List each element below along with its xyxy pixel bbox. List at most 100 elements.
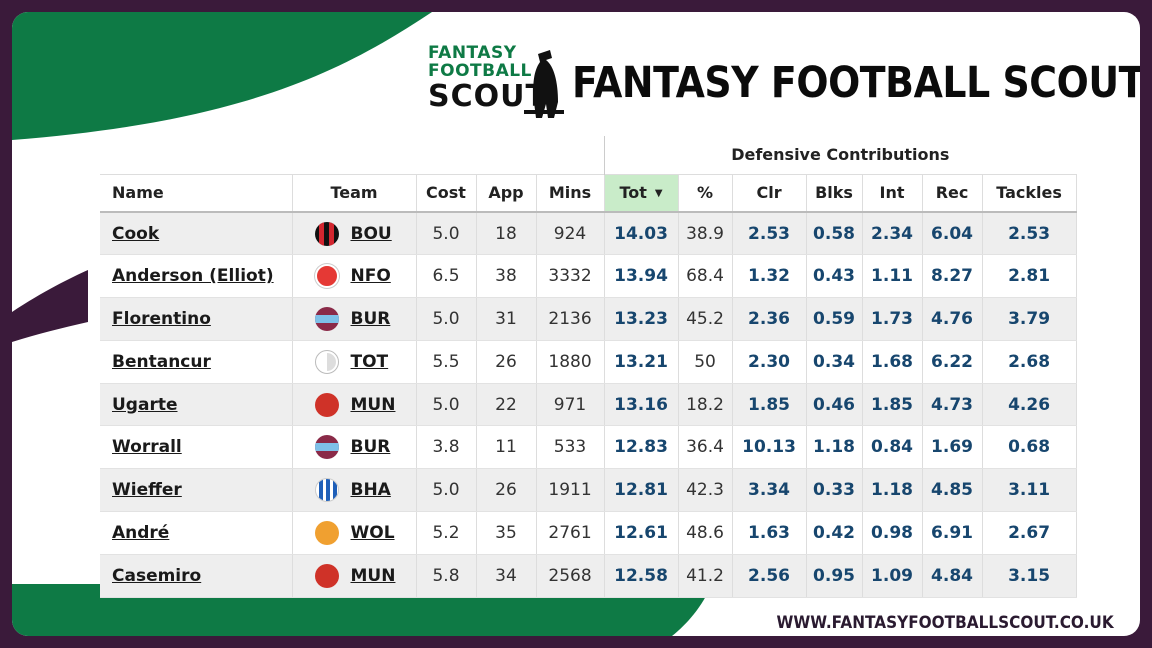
team-cell: NFO: [292, 254, 417, 299]
player-name-link[interactable]: Ugarte: [100, 383, 293, 427]
table-row: Cook BOU 5.0 18 924 14.03 38.9 2.53 0.58 2.34 6.04…: [100, 212, 1077, 256]
blks-cell: 0.43: [806, 254, 863, 299]
player-name-link[interactable]: Worrall: [100, 425, 293, 470]
app-cell: 31: [476, 297, 537, 341]
column-header-clr[interactable]: Clr: [732, 173, 807, 213]
team-cell: MUN: [292, 554, 417, 598]
blks-cell: 0.46: [806, 383, 863, 427]
table-row: Worrall BUR 3.8 11 533 12.83 36.4 10.13 1.18 0.84…: [100, 425, 1077, 470]
column-header-team[interactable]: Team: [292, 173, 417, 213]
team-code-link[interactable]: BUR: [350, 437, 391, 458]
column-header-blks[interactable]: Blks: [806, 173, 863, 213]
wol-badge-icon: [314, 520, 339, 545]
team-code-link[interactable]: MUN: [350, 565, 396, 586]
team-cell: BHA: [292, 468, 417, 513]
clr-cell: 1.63: [732, 511, 807, 555]
tackles-cell: 2.68: [982, 340, 1077, 384]
mins-cell: 2761: [536, 511, 605, 555]
bou-badge-icon: [314, 221, 339, 246]
pct-cell: 50: [678, 340, 733, 384]
rec-cell: 4.73: [922, 383, 983, 427]
player-name-link[interactable]: Casemiro: [100, 554, 293, 598]
tot-cell: 13.21: [604, 340, 679, 384]
player-name-link[interactable]: Bentancur: [100, 340, 293, 384]
team-code-link[interactable]: BUR: [350, 308, 391, 329]
graphic-card: FANTASY FOOTBALL SCOUT FANTASY FOOTBALL …: [12, 12, 1140, 636]
tackles-cell: 3.15: [982, 554, 1077, 598]
table-row: Florentino BUR 5.0 31 2136 13.23 45.2 2.36 0.59 1…: [100, 297, 1077, 341]
app-cell: 34: [476, 554, 537, 598]
table-row: Wieffer BHA 5.0 26 1911 12.81 42.3 3.34 0.33 1.18…: [100, 468, 1077, 513]
rec-cell: 6.91: [922, 511, 983, 555]
player-name-link[interactable]: Cook: [100, 212, 293, 256]
nfo-badge-icon: [314, 264, 339, 289]
column-header-tot-label: Tot: [619, 183, 647, 203]
pct-cell: 45.2: [678, 297, 733, 341]
player-name-link[interactable]: Florentino: [100, 297, 293, 341]
column-header-int[interactable]: Int: [862, 173, 923, 213]
tot-cell: 13.16: [604, 383, 679, 427]
column-header-mins[interactable]: Mins: [536, 173, 605, 213]
pct-cell: 41.2: [678, 554, 733, 598]
player-name-link[interactable]: Anderson (Elliot): [100, 254, 293, 299]
pct-cell: 38.9: [678, 212, 733, 256]
bha-badge-icon: [314, 478, 339, 503]
team-code-link[interactable]: BHA: [350, 480, 391, 501]
cost-cell: 5.0: [416, 383, 477, 427]
blks-cell: 1.18: [806, 425, 863, 470]
clr-cell: 2.36: [732, 297, 807, 341]
column-header-pct[interactable]: %: [678, 173, 733, 213]
column-header-rec[interactable]: Rec: [922, 173, 983, 213]
int-cell: 2.34: [862, 212, 923, 256]
cost-cell: 6.5: [416, 254, 477, 299]
tot-badge-icon: [314, 349, 339, 374]
rec-cell: 4.84: [922, 554, 983, 598]
tot-cell: 12.83: [604, 425, 679, 470]
logo-line-3: SCOUT: [428, 79, 547, 114]
team-cell: WOL: [292, 511, 417, 555]
clr-cell: 3.34: [732, 468, 807, 513]
mins-cell: 924: [536, 212, 605, 256]
column-header-app[interactable]: App: [476, 173, 537, 213]
tackles-cell: 3.11: [982, 468, 1077, 513]
int-cell: 1.73: [862, 297, 923, 341]
clr-cell: 2.53: [732, 212, 807, 256]
bur-badge-icon: [314, 306, 339, 331]
defensive-contributions-table: Defensive Contributions Name Team Cost A…: [100, 136, 1077, 598]
rec-cell: 4.76: [922, 297, 983, 341]
player-name-link[interactable]: André: [100, 511, 293, 555]
app-cell: 38: [476, 254, 537, 299]
cost-cell: 5.0: [416, 297, 477, 341]
app-cell: 18: [476, 212, 537, 256]
blks-cell: 0.34: [806, 340, 863, 384]
blks-cell: 0.95: [806, 554, 863, 598]
cost-cell: 5.5: [416, 340, 477, 384]
column-header-tackles[interactable]: Tackles: [982, 173, 1077, 213]
player-name-link[interactable]: Wieffer: [100, 468, 293, 513]
column-header-cost[interactable]: Cost: [416, 173, 477, 213]
tackles-cell: 2.53: [982, 212, 1077, 256]
pct-cell: 18.2: [678, 383, 733, 427]
brand-title: FANTASY FOOTBALL SCOUT: [572, 58, 1140, 108]
column-header-tot[interactable]: Tot ▼: [604, 173, 679, 213]
int-cell: 1.68: [862, 340, 923, 384]
app-cell: 26: [476, 340, 537, 384]
cost-cell: 5.0: [416, 468, 477, 513]
cost-cell: 5.2: [416, 511, 477, 555]
team-code-link[interactable]: WOL: [350, 522, 395, 543]
team-code-link[interactable]: TOT: [350, 351, 389, 372]
int-cell: 1.18: [862, 468, 923, 513]
team-cell: TOT: [292, 340, 417, 384]
team-code-link[interactable]: BOU: [350, 223, 392, 244]
team-code-link[interactable]: MUN: [350, 394, 396, 415]
column-header-name[interactable]: Name: [100, 173, 293, 213]
tackles-cell: 2.67: [982, 511, 1077, 555]
mins-cell: 2568: [536, 554, 605, 598]
app-cell: 26: [476, 468, 537, 513]
team-code-link[interactable]: NFO: [350, 266, 391, 287]
table-row: André WOL 5.2 35 2761 12.61 48.6 1.63 0.42 0.98 6.…: [100, 511, 1077, 555]
table-row: Casemiro MUN 5.8 34 2568 12.58 41.2 2.56 0.95 1.0…: [100, 554, 1077, 598]
rec-cell: 4.85: [922, 468, 983, 513]
table-row: Ugarte MUN 5.0 22 971 13.16 18.2 1.85 0.46 1.85 4.…: [100, 383, 1077, 427]
